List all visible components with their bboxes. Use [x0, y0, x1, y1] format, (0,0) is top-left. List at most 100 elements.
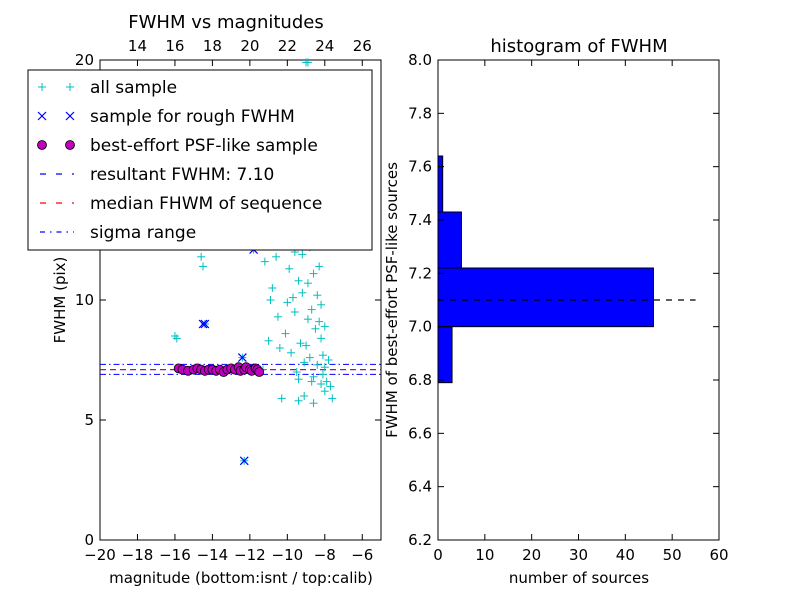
- bottom-tick-label-0: −20: [84, 546, 116, 564]
- series-0-point-1: [172, 334, 181, 343]
- series-0-point-13: [300, 392, 309, 400]
- series-0-point-60: [298, 288, 307, 297]
- series-0-point-42: [272, 252, 281, 261]
- series-0-point-29: [315, 317, 324, 326]
- series-0-point-18: [268, 284, 277, 292]
- legend-marker-b-0: [66, 83, 74, 91]
- series-0-point-38: [296, 339, 305, 348]
- hist-y-tick-label-5: 7.2: [408, 264, 432, 282]
- hist-y-tick-label-8: 7.8: [408, 104, 432, 122]
- top-tick-label-0: 14: [128, 37, 147, 55]
- series-0-point-57: [315, 262, 324, 271]
- legend-entry-3: resultant FWHM: 7.10: [40, 165, 274, 185]
- bottom-tick-label-3: −14: [197, 546, 229, 564]
- legend-entry-2: best-effort PSF-like sample: [37, 136, 318, 156]
- top-tick-label-6: 26: [353, 37, 372, 55]
- histogram-bars: [437, 155, 654, 384]
- series-0-point-31: [318, 351, 327, 360]
- scatter-top-ticks: 14 16 18 20 22 24 26: [128, 37, 372, 66]
- bottom-tick-label-4: −12: [234, 546, 266, 564]
- series-0-point-21: [287, 348, 296, 357]
- series-0-point-15: [303, 58, 312, 67]
- hist-y-tick-label-0: 6.2: [408, 531, 432, 549]
- hist-y-tick-label-6: 7.4: [408, 211, 432, 229]
- series-0-point-35: [307, 305, 316, 314]
- series-0-point-30: [317, 334, 326, 343]
- histogram-panel: 0 10 20 30 40 50 60 6.2 6.4 6.6 6.8 7.0 7.2 7.4 7.6 7.…: [383, 36, 729, 587]
- series-0-point-67: [326, 382, 335, 391]
- series-1-point-0: [198, 319, 208, 329]
- legend-entry-1: sample for rough FWHM: [37, 107, 295, 127]
- series-1-point-1: [200, 319, 210, 329]
- series-0-point-32: [320, 363, 329, 372]
- series-0-point-20: [281, 329, 290, 338]
- series-0-point-55: [320, 322, 329, 331]
- scatter-legend: all sample sample for rough FWHM best-effo…: [27, 69, 373, 251]
- series-0-point-22: [290, 308, 299, 316]
- legend-marker-a-2: [37, 140, 47, 150]
- histogram-bar-0: [437, 326, 453, 384]
- scatter-panel: −20 −18 −16 −14 −12 −10 −8 −6 0 5 10 20 14 16 18 20 22…: [27, 12, 382, 587]
- series-0-point-40: [285, 264, 294, 273]
- series-0-point-10: [328, 394, 337, 403]
- left-tick-label-3: 20: [75, 51, 94, 69]
- legend-label-0: all sample: [90, 78, 177, 98]
- series-0-point-28: [313, 291, 322, 300]
- hist-y-tick-label-9: 8.0: [408, 51, 432, 69]
- series-0-point-54: [324, 356, 333, 364]
- series-0-point-68: [320, 387, 329, 396]
- legend-marker-b-1: [65, 111, 75, 121]
- hist-x-tick-label-6: 60: [709, 546, 728, 564]
- series-2-point-23: [254, 367, 265, 377]
- series-0-point-62: [283, 298, 292, 307]
- hist-x-tick-label-3: 30: [569, 546, 588, 564]
- hist-x-tick-label-5: 50: [663, 546, 682, 564]
- hist-x-tick-label-0: 0: [433, 546, 443, 564]
- bottom-tick-label-7: −6: [351, 546, 373, 564]
- series-0-point-8: [277, 394, 286, 403]
- series-0-point-66: [294, 375, 303, 384]
- scatter-y-axis-label: FWHM (pix): [51, 257, 69, 344]
- left-tick-label-0: 0: [84, 531, 94, 549]
- series-0-point-19: [273, 312, 282, 321]
- legend-label-3: resultant FWHM: 7.10: [90, 165, 274, 185]
- series-1-point-2: [239, 456, 249, 466]
- left-tick-label-2: 10: [75, 291, 94, 309]
- series-0-point-64: [318, 370, 327, 379]
- hist-y-tick-label-3: 6.8: [408, 371, 432, 389]
- hist-y-tick-label-4: 7.0: [408, 318, 432, 336]
- legend-label-4: median FHWM of sequence: [90, 194, 322, 214]
- legend-label-2: best-effort PSF-like sample: [90, 136, 318, 156]
- histogram-frame: [437, 59, 720, 541]
- histogram-bar-3: [437, 155, 444, 213]
- series-0-point-3: [197, 252, 206, 261]
- series-0-point-51: [305, 353, 314, 362]
- legend-marker-b-2: [65, 140, 75, 150]
- hist-x-tick-label-2: 20: [522, 546, 541, 564]
- top-tick-label-4: 22: [278, 37, 297, 55]
- series-0-point-24: [298, 250, 307, 259]
- bottom-tick-label-1: −18: [122, 546, 154, 564]
- histogram-x-ticks: 0 10 20 30 40 50 60: [433, 60, 729, 564]
- series-0-point-12: [309, 399, 318, 408]
- histogram-y-ticks: 6.2 6.4 6.6 6.8 7.0 7.2 7.4 7.6 7.8 8.0: [408, 51, 719, 549]
- left-tick-label-1: 5: [84, 411, 94, 429]
- hist-y-tick-label-2: 6.6: [408, 424, 432, 442]
- series-0-point-63: [275, 344, 284, 352]
- series-0-point-43: [266, 296, 275, 304]
- legend-box: [27, 69, 373, 251]
- series-0-point-34: [311, 324, 320, 333]
- series-0-point-23: [294, 276, 303, 285]
- series-0-point-2: [199, 262, 208, 271]
- series-0-point-59: [303, 315, 312, 324]
- scatter-left-ticks: 0 5 10 20: [75, 51, 381, 549]
- series-0-point-56: [317, 300, 326, 309]
- series-0-point-17: [260, 257, 269, 266]
- bottom-tick-label-6: −8: [314, 546, 336, 564]
- legend-entry-0: all sample: [38, 78, 177, 98]
- series-0-point-50: [309, 372, 318, 381]
- series-0-point-53: [292, 368, 301, 376]
- legend-marker-a-1: [37, 111, 47, 121]
- series-0-point-27: [309, 269, 318, 278]
